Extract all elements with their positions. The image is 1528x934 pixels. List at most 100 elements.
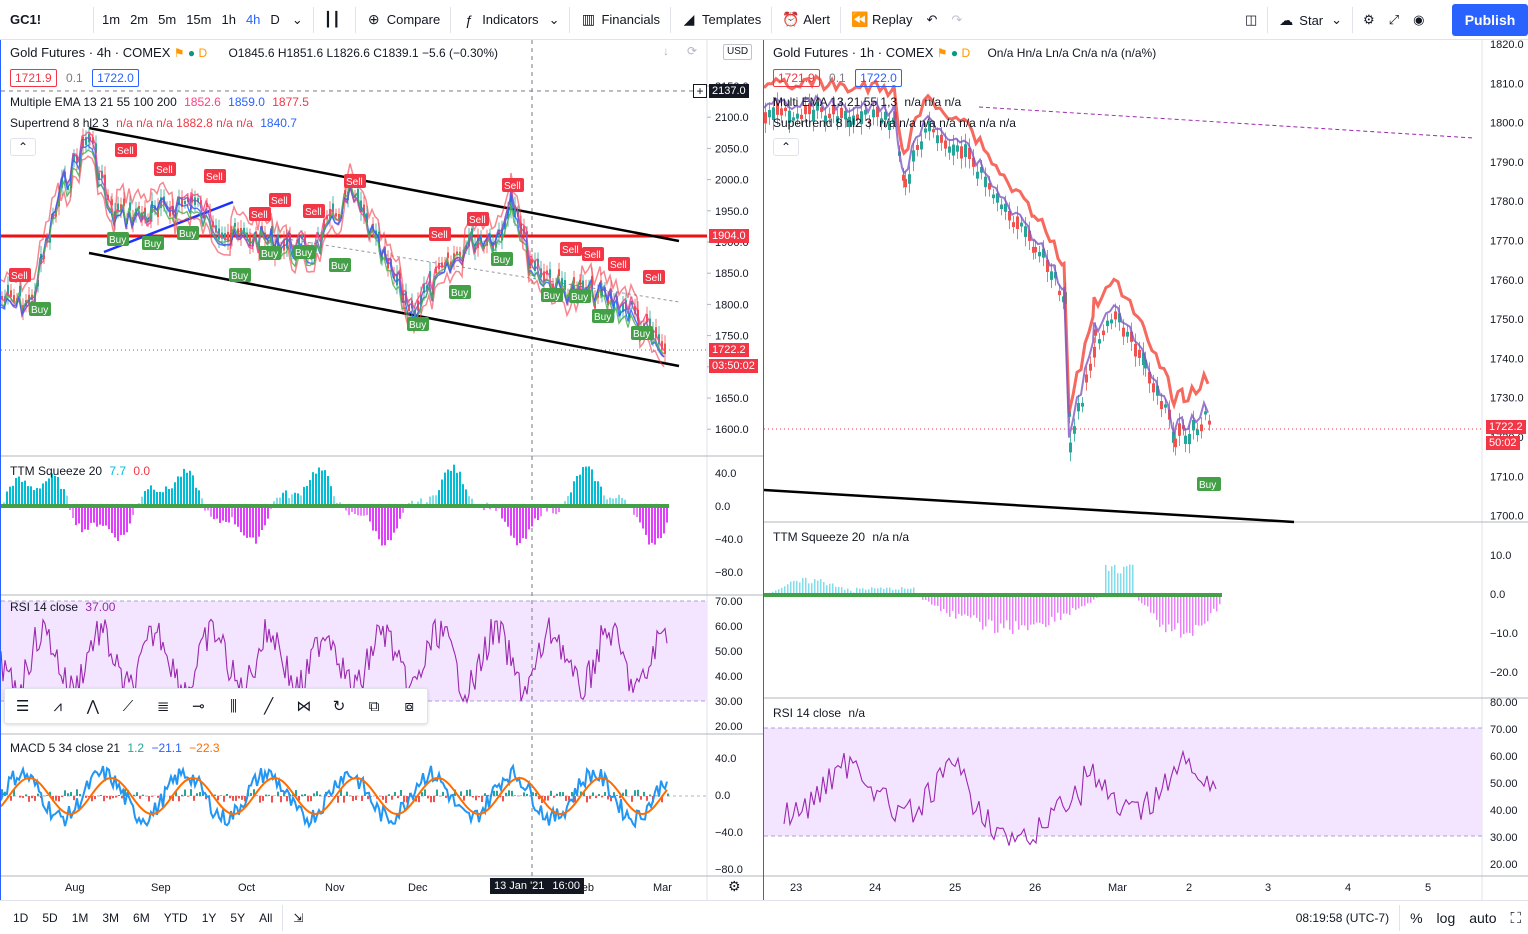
regression-icon[interactable]: ⧇: [404, 697, 415, 715]
bid-price[interactable]: 1721.9: [773, 69, 820, 87]
add-plus-icon[interactable]: +: [693, 84, 707, 98]
flag-icon[interactable]: ⚑: [173, 46, 185, 60]
ttm-bar: [282, 492, 284, 506]
right-rsi-legend[interactable]: RSI 14 close n/a: [773, 703, 865, 723]
publish-button[interactable]: Publish: [1452, 4, 1528, 36]
left-supertrend-legend[interactable]: Supertrend 8 hl2 3 n/a n/a n/a 1882.8 n/…: [10, 113, 297, 133]
ttm-bar: [847, 588, 849, 595]
macd-histogram-bar: [112, 796, 114, 799]
right-ttm-legend[interactable]: TTM Squeeze 20 n/a n/a: [773, 527, 909, 547]
horizontal-ray-icon[interactable]: ⊸: [192, 698, 205, 715]
fullscreen-icon: ⤢: [1388, 12, 1400, 27]
sell-signal-label: Sell: [562, 245, 579, 256]
layout-button[interactable]: ◫: [1238, 0, 1264, 40]
path-icon[interactable]: ⟋: [122, 697, 134, 715]
interval-1m[interactable]: 1m: [102, 12, 121, 27]
ttm-bar: [901, 587, 903, 595]
replay-button[interactable]: ⏪ Replay: [844, 0, 919, 40]
candle-body: [206, 203, 208, 208]
settings-button[interactable]: ⚙: [1356, 0, 1382, 40]
range-3m[interactable]: 3M: [102, 910, 120, 925]
snapshot-button[interactable]: ◉: [1406, 0, 1431, 40]
range-5y[interactable]: 5Y: [230, 910, 246, 925]
flag-icon[interactable]: ⚑: [936, 46, 948, 60]
collapse-legend-button[interactable]: ⌃: [773, 138, 799, 156]
right-chart-canvas[interactable]: 1820.0 1810.0 1800.0 1790.0 1780.0 1770.0 1760…: [764, 40, 1528, 900]
fib-icon[interactable]: ≣: [156, 698, 170, 715]
ttm-bar: [1111, 566, 1113, 595]
left-ema-legend[interactable]: Multiple EMA 13 21 55 100 200 1852.6 185…: [10, 92, 309, 112]
price-tick-label: 1650.0: [715, 393, 749, 405]
ttm-legend[interactable]: TTM Squeeze 20 7.7 0.0: [10, 461, 150, 481]
goto-date-button[interactable]: ⇲: [286, 911, 310, 925]
macd-histogram-bar: [58, 796, 60, 802]
range-1y[interactable]: 1Y: [201, 910, 217, 925]
right-ema-legend[interactable]: Multi EMA 13 21 55 1,3 n/a n/a n/a: [773, 92, 961, 112]
range-5d[interactable]: 5D: [42, 910, 58, 925]
pattern-icon[interactable]: ⋈: [296, 698, 312, 715]
ttm-bar: [429, 496, 431, 506]
trend-line-icon[interactable]: ╱: [264, 698, 274, 715]
left-chart-title[interactable]: Gold Futures · 4h · COMEX: [10, 45, 171, 60]
rsi-legend[interactable]: RSI 14 close 37.00: [10, 597, 115, 617]
ttm-bar: [333, 496, 335, 506]
right-chart-pane[interactable]: 1820.0 1810.0 1800.0 1790.0 1780.0 1770.0 1760…: [764, 40, 1528, 900]
fullscreen-icon[interactable]: ⛶: [1510, 909, 1521, 927]
interval-1h[interactable]: 1h: [221, 12, 236, 27]
horizontal-lines-icon[interactable]: ☰: [15, 698, 30, 715]
abc-wave-icon[interactable]: ⋀: [86, 698, 100, 715]
templates-button[interactable]: ◢ Templates: [674, 0, 768, 40]
ttm-bar: [1066, 595, 1068, 614]
macd-histogram-bar: [283, 792, 285, 796]
interval-5m[interactable]: 5m: [158, 12, 177, 27]
left-chart-pane[interactable]: 2150.02100.02050.02000.01950.01900.01850…: [0, 40, 764, 900]
redo-button[interactable]: ↷: [944, 0, 969, 40]
parallel-channel-icon[interactable]: ⧉: [368, 697, 380, 715]
financials-button[interactable]: ▥ Financials: [573, 0, 667, 40]
interval-2m[interactable]: 2m: [130, 12, 149, 27]
range-6m[interactable]: 6M: [133, 910, 150, 925]
interval-4h[interactable]: 4h: [245, 12, 261, 27]
symbol-search[interactable]: GC1!: [10, 12, 42, 27]
right-chart-title[interactable]: Gold Futures · 1h · COMEX: [773, 45, 934, 60]
interval-dropdown-chevron-icon[interactable]: ⌄: [291, 11, 303, 27]
star-button[interactable]: ☁ Star ⌄: [1271, 0, 1349, 40]
circle-arrow-icon[interactable]: ↻: [332, 698, 346, 715]
macd-histogram-bar: [613, 792, 615, 796]
macd-histogram-bar: [496, 790, 498, 796]
arrow-down-icon[interactable]: ↓: [663, 44, 669, 58]
log-toggle[interactable]: log: [1436, 910, 1456, 926]
compare-button[interactable]: ⊕ Compare: [359, 0, 447, 40]
bid-price[interactable]: 1721.9: [10, 69, 57, 87]
elliott-wave-icon[interactable]: ⩘: [53, 697, 62, 715]
bar-chart-icon: ▥: [581, 11, 596, 27]
range-1d[interactable]: 1D: [13, 910, 29, 925]
right-supertrend-legend[interactable]: Supertrend 8 hl2 3 n/a n/a n/a n/a n/a n…: [773, 113, 1016, 133]
ttm-bar: [441, 479, 443, 506]
chart-type-button[interactable]: ┃┃: [317, 0, 352, 40]
gear-icon[interactable]: ⚙: [728, 878, 741, 894]
refresh-icon[interactable]: ⟳: [687, 44, 698, 58]
fullscreen-button[interactable]: ⤢: [1382, 0, 1406, 40]
percent-toggle[interactable]: %: [1410, 910, 1423, 926]
clock-timezone[interactable]: 08:19:58 (UTC-7): [1295, 911, 1390, 925]
divider: [670, 6, 671, 33]
range-ytd[interactable]: YTD: [163, 910, 188, 925]
interval-d[interactable]: D: [270, 12, 280, 27]
range-all[interactable]: All: [259, 910, 273, 925]
range-1m[interactable]: 1M: [71, 910, 89, 925]
macd-legend[interactable]: MACD 5 34 close 21 1.2 −21.1 −22.3: [10, 738, 220, 758]
interval-15m[interactable]: 15m: [186, 12, 212, 27]
undo-button[interactable]: ↶: [919, 0, 944, 40]
vertical-lines-icon[interactable]: ⫼: [230, 697, 237, 715]
ttm-bar: [1210, 595, 1212, 614]
auto-toggle[interactable]: auto: [1469, 910, 1497, 926]
left-chart-canvas[interactable]: 2150.02100.02050.02000.01950.01900.01850…: [1, 40, 764, 900]
indicators-button[interactable]: ƒ Indicators ⌄: [454, 0, 566, 40]
alert-button[interactable]: ⏰ Alert: [775, 0, 837, 40]
collapse-legend-button[interactable]: ⌃: [10, 138, 36, 156]
currency-badge[interactable]: USD: [723, 44, 753, 60]
ask-price[interactable]: 1722.0: [855, 69, 902, 87]
ask-price[interactable]: 1722.0: [92, 69, 139, 87]
ttm-bar: [396, 506, 398, 529]
